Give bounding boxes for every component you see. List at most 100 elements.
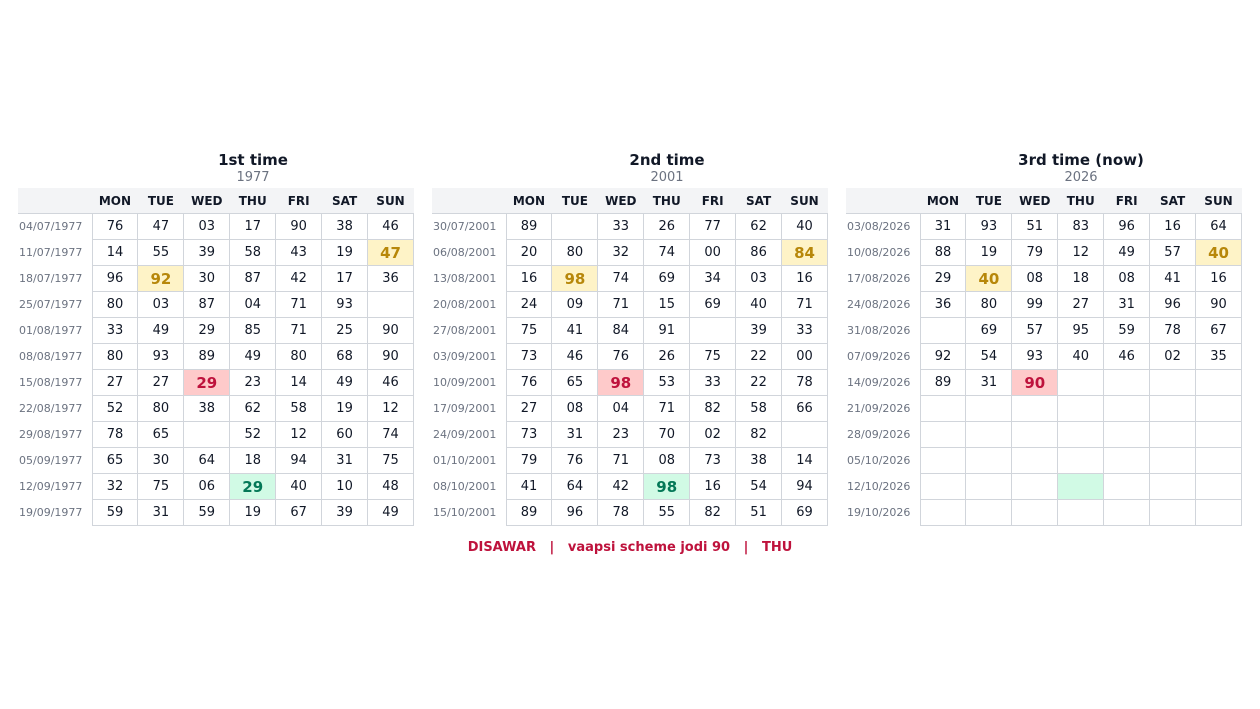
table-row: 07/09/2026 92 54 93 40 46 02 35 [846, 343, 1242, 370]
table-row: 12/10/2026 [846, 473, 1242, 500]
panel-1977: 1st time 1977 MON TUE WED THU FRI SAT SUN 04/07… [18, 150, 414, 526]
jodi-cell: 43 [275, 239, 323, 266]
jodi-cell: 90 [1011, 369, 1059, 396]
jodi-cell: 02 [1149, 343, 1197, 370]
jodi-cell [965, 473, 1013, 500]
jodi-cell: 12 [367, 395, 414, 422]
date-column-header [18, 188, 92, 214]
jodi-cell: 90 [275, 213, 323, 240]
jodi-cell: 92 [137, 265, 185, 292]
jodi-cell: 84 [781, 239, 828, 266]
panel-title: 3rd time (now) [1018, 151, 1144, 169]
row-date: 18/07/1977 [18, 265, 93, 292]
weekday-header: WED [1011, 188, 1058, 214]
jodi-cell [689, 317, 737, 344]
jodi-cell: 24 [505, 291, 553, 318]
row-date: 28/09/2026 [846, 421, 921, 448]
jodi-cell [1103, 447, 1151, 474]
jodi-cell: 38 [321, 213, 369, 240]
jodi-cell: 54 [965, 343, 1013, 370]
row-date: 17/08/2026 [846, 265, 921, 292]
jodi-cell: 69 [643, 265, 691, 292]
jodi-cell: 26 [643, 343, 691, 370]
jodi-cell: 98 [643, 473, 691, 500]
jodi-cell: 08 [1011, 265, 1059, 292]
row-date: 07/09/2026 [846, 343, 921, 370]
table-row: 14/09/2026 89 31 90 [846, 369, 1242, 396]
jodi-cell: 19 [321, 239, 369, 266]
jodi-cell: 08 [551, 395, 599, 422]
table-row: 19/10/2026 [846, 499, 1242, 526]
jodi-cell [1057, 447, 1105, 474]
jodi-cell [965, 421, 1013, 448]
row-date: 25/07/1977 [18, 291, 93, 318]
table-row: 08/08/1977 80 93 89 49 80 68 90 [18, 343, 414, 370]
chart-table: MON TUE WED THU FRI SAT SUN 04/07/1977 76 47 03 17 9… [18, 188, 414, 526]
jodi-cell: 73 [505, 421, 553, 448]
jodi-cell: 10 [321, 473, 369, 500]
row-date: 14/09/2026 [846, 369, 921, 396]
header-row: MON TUE WED THU FRI SAT SUN [846, 188, 1242, 214]
row-date: 04/07/1977 [18, 213, 93, 240]
jodi-cell: 76 [551, 447, 599, 474]
jodi-cell [1011, 499, 1059, 526]
jodi-cell: 27 [91, 369, 139, 396]
jodi-cell: 29 [919, 265, 967, 292]
jodi-cell: 31 [965, 369, 1013, 396]
row-date: 10/08/2026 [846, 239, 921, 266]
table-row: 25/07/1977 80 03 87 04 71 93 [18, 291, 414, 318]
jodi-cell: 96 [91, 265, 139, 292]
jodi-cell: 88 [919, 239, 967, 266]
weekday-header: FRI [689, 188, 736, 214]
jodi-cell [1103, 395, 1151, 422]
jodi-cell [551, 213, 599, 240]
weekday-header: SAT [1149, 188, 1196, 214]
jodi-cell: 87 [229, 265, 277, 292]
table-row: 05/10/2026 [846, 447, 1242, 474]
jodi-cell: 95 [1057, 317, 1105, 344]
jodi-cell: 58 [275, 395, 323, 422]
jodi-cell: 31 [321, 447, 369, 474]
jodi-cell: 64 [183, 447, 231, 474]
jodi-cell: 42 [275, 265, 323, 292]
table-row: 21/09/2026 [846, 395, 1242, 422]
jodi-cell: 83 [1057, 213, 1105, 240]
jodi-cell: 96 [551, 499, 599, 526]
jodi-cell: 60 [321, 421, 369, 448]
jodi-cell [1149, 421, 1197, 448]
jodi-cell: 04 [597, 395, 645, 422]
jodi-cell: 90 [1195, 291, 1242, 318]
row-date: 05/09/1977 [18, 447, 93, 474]
jodi-cell: 46 [367, 213, 414, 240]
jodi-cell: 55 [643, 499, 691, 526]
jodi-cell: 71 [781, 291, 828, 318]
jodi-cell: 59 [91, 499, 139, 526]
jodi-cell: 39 [735, 317, 783, 344]
jodi-cell: 31 [1103, 291, 1151, 318]
jodi-cell [965, 395, 1013, 422]
jodi-cell: 62 [735, 213, 783, 240]
jodi-cell: 52 [229, 421, 277, 448]
jodi-cell: 58 [735, 395, 783, 422]
jodi-cell: 03 [183, 213, 231, 240]
header-row: MON TUE WED THU FRI SAT SUN [432, 188, 828, 214]
jodi-cell: 82 [689, 395, 737, 422]
jodi-cell: 23 [597, 421, 645, 448]
jodi-cell: 27 [137, 369, 185, 396]
jodi-cell: 16 [781, 265, 828, 292]
jodi-cell [367, 291, 414, 318]
row-date: 13/08/2001 [432, 265, 507, 292]
row-date: 10/09/2001 [432, 369, 507, 396]
table-row: 20/08/2001 24 09 71 15 69 40 71 [432, 291, 828, 318]
jodi-cell: 32 [91, 473, 139, 500]
table-row: 30/07/2001 89 33 26 77 62 40 [432, 213, 828, 240]
jodi-cell: 30 [137, 447, 185, 474]
jodi-cell: 69 [689, 291, 737, 318]
jodi-cell [1057, 369, 1105, 396]
jodi-cell: 16 [1195, 265, 1242, 292]
weekday-header: SUN [781, 188, 828, 214]
jodi-cell [1103, 499, 1151, 526]
jodi-cell [183, 421, 231, 448]
jodi-cell: 74 [597, 265, 645, 292]
table-row: 01/08/1977 33 49 29 85 71 25 90 [18, 317, 414, 344]
